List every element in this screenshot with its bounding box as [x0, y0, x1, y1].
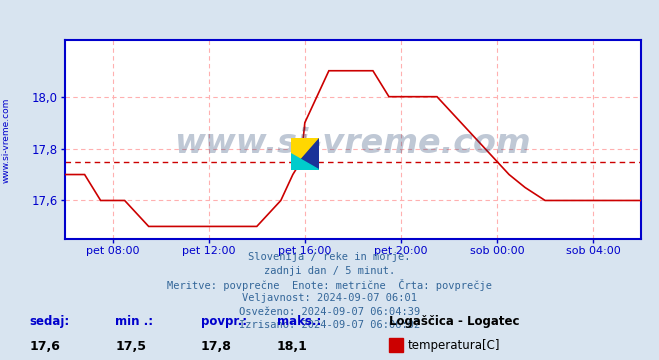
Text: min .:: min .:: [115, 315, 154, 328]
Text: 17,5: 17,5: [115, 340, 146, 353]
Text: 17,8: 17,8: [201, 340, 232, 353]
Text: www.si-vreme.com: www.si-vreme.com: [175, 127, 531, 160]
Text: www.si-vreme.com: www.si-vreme.com: [2, 98, 11, 183]
Text: sedaj:: sedaj:: [30, 315, 70, 328]
Text: 17,6: 17,6: [30, 340, 61, 353]
Polygon shape: [291, 138, 319, 170]
Text: zadnji dan / 5 minut.: zadnji dan / 5 minut.: [264, 266, 395, 276]
Text: 18,1: 18,1: [277, 340, 308, 353]
Text: temperatura[C]: temperatura[C]: [407, 339, 500, 352]
Text: povpr.:: povpr.:: [201, 315, 247, 328]
Text: Meritve: povprečne  Enote: metrične  Črta: povprečje: Meritve: povprečne Enote: metrične Črta:…: [167, 279, 492, 291]
Text: Veljavnost: 2024-09-07 06:01: Veljavnost: 2024-09-07 06:01: [242, 293, 417, 303]
Text: Slovenija / reke in morje.: Slovenija / reke in morje.: [248, 252, 411, 262]
Text: Osveženo: 2024-09-07 06:04:39: Osveženo: 2024-09-07 06:04:39: [239, 307, 420, 317]
Text: Izrisano: 2024-09-07 06:06:02: Izrisano: 2024-09-07 06:06:02: [239, 320, 420, 330]
Text: Logaščica - Logatec: Logaščica - Logatec: [389, 315, 519, 328]
Polygon shape: [291, 154, 319, 170]
Text: maks.:: maks.:: [277, 315, 321, 328]
